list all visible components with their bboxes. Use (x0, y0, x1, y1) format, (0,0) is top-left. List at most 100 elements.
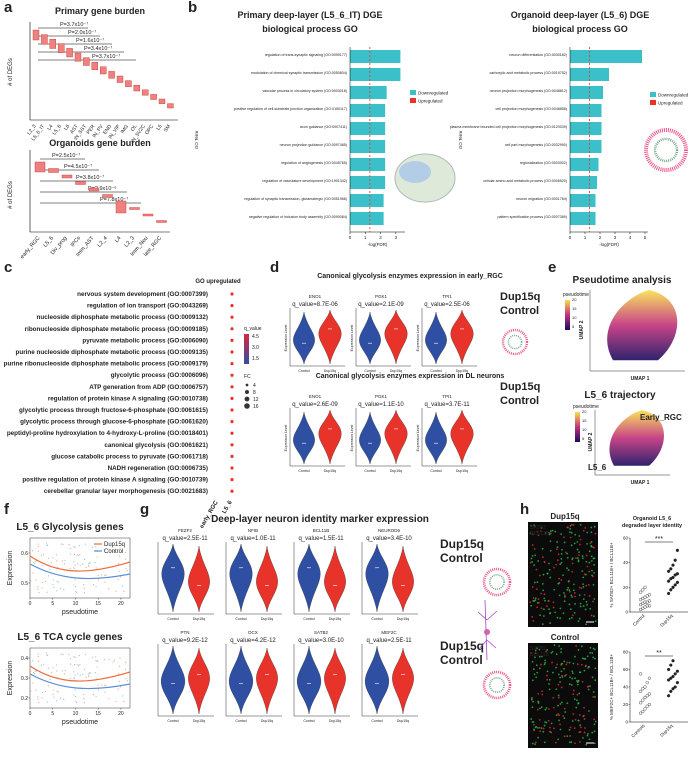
panel-label: h (520, 501, 529, 518)
cell (573, 542, 576, 545)
x-tick-label: Dup15q (324, 369, 336, 373)
point (675, 681, 679, 685)
axis-label: pseudotime (62, 609, 98, 616)
point (115, 590, 117, 593)
go-term: glycolytic process through glucose-6-pho… (20, 419, 208, 426)
cell (571, 677, 574, 680)
bar (350, 140, 386, 153)
point (49, 568, 51, 570)
cell (539, 663, 542, 666)
go-term: pyruvate metabolic process (GO:0006090) (82, 337, 208, 344)
point (671, 659, 675, 663)
legend-label: Downregulated (418, 91, 449, 96)
cell (568, 661, 571, 664)
cell (585, 623, 588, 626)
axis-label: Expression (7, 551, 14, 586)
cell (533, 564, 536, 567)
cell (578, 586, 581, 589)
violin (297, 543, 321, 613)
cell (541, 582, 544, 585)
x-tick-label: 5 (644, 235, 647, 240)
point (49, 678, 51, 680)
point (108, 698, 110, 700)
title: Primary deep-layer (L5_6_IT) DGE (237, 10, 382, 20)
point (638, 689, 643, 693)
point (56, 700, 58, 702)
cell (534, 741, 537, 744)
cell (591, 731, 594, 734)
point (84, 558, 86, 561)
cell (582, 576, 585, 579)
dot (230, 478, 234, 482)
axis-label: pseudotime (62, 719, 98, 726)
cell (548, 562, 550, 565)
point (108, 659, 110, 661)
violin (160, 645, 186, 715)
axis (157, 644, 214, 717)
cell (549, 726, 551, 729)
cell (549, 532, 552, 535)
cell (561, 701, 563, 704)
cell (529, 601, 532, 604)
cell (536, 581, 539, 584)
point (671, 563, 675, 567)
point (48, 667, 50, 669)
point (73, 546, 75, 548)
go-term: cerebellar granular layer morphogenesis … (44, 488, 208, 495)
go-term: glycolytic process (GO:0006096) (111, 372, 208, 379)
cell (537, 601, 540, 604)
cell (587, 584, 590, 586)
trend (29, 563, 131, 580)
cell (548, 730, 551, 733)
cell (568, 617, 571, 620)
axis-label: UMAP 2 (588, 432, 594, 451)
x-tick-label: L5_6 (52, 124, 63, 137)
dot (230, 408, 234, 412)
box (66, 48, 73, 58)
cell (592, 615, 595, 618)
cell (547, 719, 550, 722)
cell (582, 557, 584, 560)
legend-label: Dup15q (500, 291, 540, 303)
axis (157, 542, 214, 615)
go-term: regionalization (GO:0003002) (520, 161, 567, 165)
point (37, 655, 39, 658)
cell (592, 600, 594, 603)
cell (587, 665, 590, 668)
point (59, 587, 62, 589)
box (115, 200, 127, 214)
cell (573, 591, 576, 594)
point (669, 689, 673, 693)
axis (293, 644, 350, 717)
violin (359, 411, 381, 465)
violin (425, 411, 447, 465)
cell (586, 686, 589, 688)
cell (594, 532, 597, 535)
cell (531, 679, 534, 682)
cell (580, 587, 583, 590)
cell (569, 608, 572, 611)
cell (573, 698, 576, 701)
cell (567, 580, 570, 583)
x-tick-label: 15 (95, 711, 101, 717)
cell (569, 527, 572, 530)
legend-label: Control (440, 551, 483, 565)
cell (559, 563, 562, 566)
y-tick-label: 0.4 (21, 656, 28, 662)
cell (562, 612, 565, 615)
cell (578, 551, 580, 554)
point (105, 685, 107, 687)
size-key (245, 390, 249, 394)
point (117, 578, 119, 580)
cell (590, 526, 593, 529)
x-tick-label: 0 (349, 235, 352, 240)
cell (582, 736, 584, 739)
point (119, 657, 121, 659)
bar (570, 104, 602, 117)
violin (324, 545, 346, 613)
point (125, 568, 127, 570)
box (91, 62, 99, 70)
cell (575, 645, 577, 647)
point (647, 593, 651, 597)
trend (29, 555, 131, 572)
